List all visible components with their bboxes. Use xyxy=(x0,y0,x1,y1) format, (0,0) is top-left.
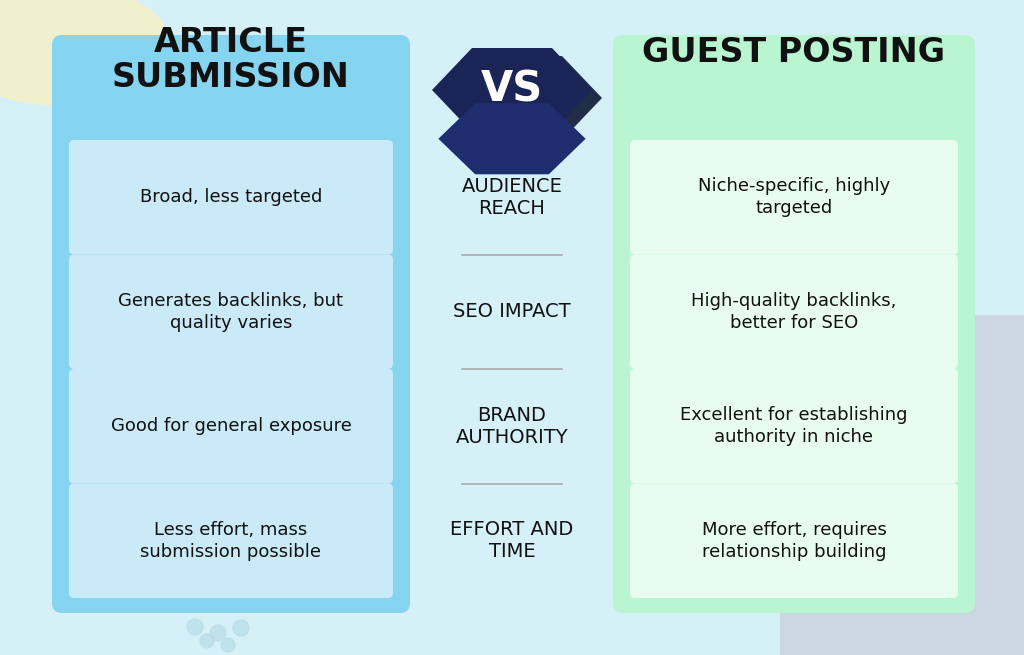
Text: Good for general exposure: Good for general exposure xyxy=(111,417,351,436)
Text: Excellent for establishing
authority in niche: Excellent for establishing authority in … xyxy=(680,406,907,446)
Text: BRAND
AUTHORITY: BRAND AUTHORITY xyxy=(456,405,568,447)
FancyBboxPatch shape xyxy=(630,255,958,369)
FancyBboxPatch shape xyxy=(52,35,410,613)
Polygon shape xyxy=(780,315,1024,655)
Circle shape xyxy=(187,619,203,635)
Circle shape xyxy=(200,634,214,648)
FancyBboxPatch shape xyxy=(69,255,393,369)
Circle shape xyxy=(221,638,234,652)
Text: Broad, less targeted: Broad, less targeted xyxy=(140,188,323,206)
Text: Niche-specific, highly
targeted: Niche-specific, highly targeted xyxy=(698,177,890,217)
FancyBboxPatch shape xyxy=(630,140,958,255)
Text: AUDIENCE
REACH: AUDIENCE REACH xyxy=(462,177,562,217)
Polygon shape xyxy=(432,48,592,132)
FancyBboxPatch shape xyxy=(630,483,958,598)
FancyBboxPatch shape xyxy=(69,369,393,483)
Text: Generates backlinks, but
quality varies: Generates backlinks, but quality varies xyxy=(119,291,343,332)
Text: ARTICLE
SUBMISSION: ARTICLE SUBMISSION xyxy=(112,26,350,94)
FancyBboxPatch shape xyxy=(69,483,393,598)
Polygon shape xyxy=(438,103,586,174)
Text: Less effort, mass
submission possible: Less effort, mass submission possible xyxy=(140,521,322,561)
Polygon shape xyxy=(442,56,602,140)
Ellipse shape xyxy=(0,0,170,105)
Text: High-quality backlinks,
better for SEO: High-quality backlinks, better for SEO xyxy=(691,291,897,332)
Text: VS: VS xyxy=(481,69,543,111)
Text: EFFORT AND
TIME: EFFORT AND TIME xyxy=(451,520,573,561)
Text: SEO IMPACT: SEO IMPACT xyxy=(454,302,570,321)
FancyBboxPatch shape xyxy=(69,140,393,255)
FancyBboxPatch shape xyxy=(613,35,975,613)
Text: More effort, requires
relationship building: More effort, requires relationship build… xyxy=(701,521,887,561)
Circle shape xyxy=(210,625,226,641)
Text: GUEST POSTING: GUEST POSTING xyxy=(642,37,945,69)
FancyBboxPatch shape xyxy=(630,369,958,483)
Circle shape xyxy=(233,620,249,636)
